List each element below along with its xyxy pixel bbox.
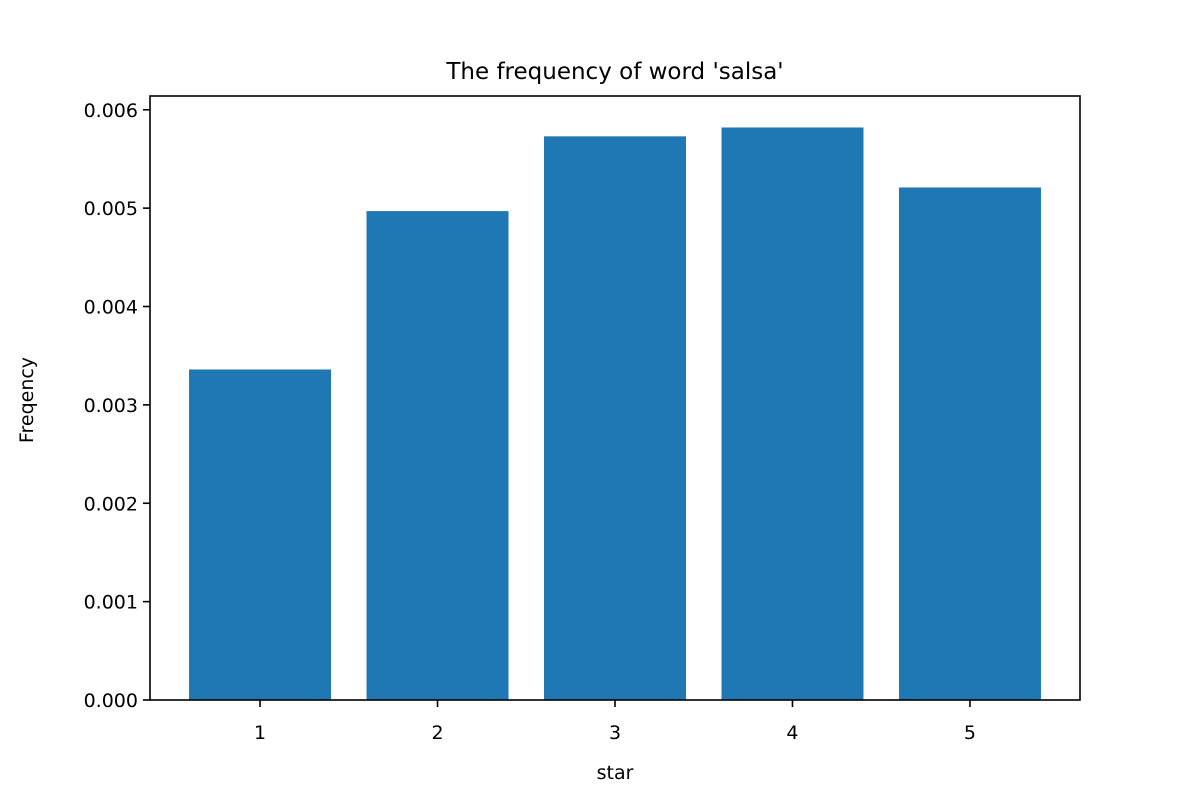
x-axis-label: star: [597, 762, 634, 784]
x-tick-label: 5: [964, 722, 976, 744]
y-tick-label: 0.006: [84, 100, 138, 122]
bars-group: [189, 127, 1041, 701]
y-tick-label: 0.005: [84, 198, 138, 220]
x-tick-label: 4: [786, 722, 798, 744]
y-tick-label: 0.000: [84, 690, 138, 712]
bar-4: [721, 127, 864, 701]
x-axis: 1 2 3 4 5: [254, 700, 976, 744]
bar-2: [366, 211, 509, 700]
y-tick-label: 0.002: [84, 493, 138, 515]
x-tick-label: 2: [431, 722, 443, 744]
y-axis: 0.000 0.001 0.002 0.003 0.004 0.005 0.006: [84, 100, 150, 712]
chart-title: The frequency of word 'salsa': [445, 59, 783, 85]
x-tick-label: 1: [254, 722, 266, 744]
y-axis-label: Freqency: [16, 357, 38, 443]
y-tick-label: 0.004: [84, 297, 138, 319]
y-tick-label: 0.003: [84, 395, 138, 417]
bar-3: [544, 136, 686, 700]
x-tick-label: 3: [609, 722, 621, 744]
y-tick-label: 0.001: [84, 592, 138, 614]
bar-5: [898, 187, 1041, 700]
bar-1: [189, 369, 332, 700]
